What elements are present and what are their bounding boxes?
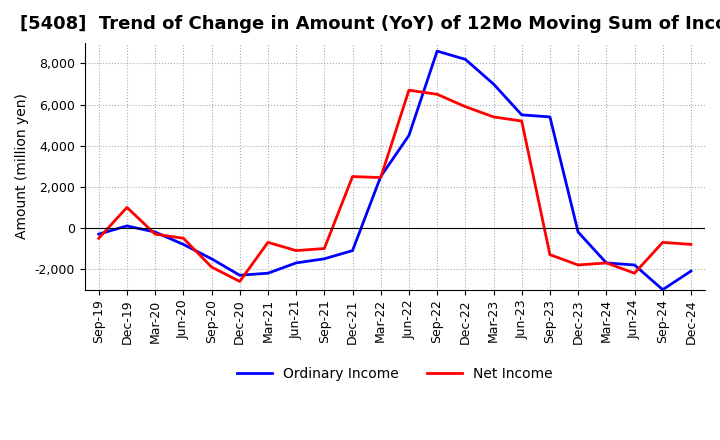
Ordinary Income	[489, 81, 498, 87]
Ordinary Income	[574, 229, 582, 235]
Ordinary Income	[687, 268, 696, 274]
Net Income	[122, 205, 131, 210]
Net Income	[377, 175, 385, 180]
Ordinary Income	[122, 223, 131, 228]
Title: [5408]  Trend of Change in Amount (YoY) of 12Mo Moving Sum of Incomes: [5408] Trend of Change in Amount (YoY) o…	[20, 15, 720, 33]
Ordinary Income	[461, 57, 469, 62]
Net Income	[518, 118, 526, 124]
Net Income	[292, 248, 300, 253]
Line: Ordinary Income: Ordinary Income	[99, 51, 691, 290]
Ordinary Income	[602, 260, 611, 266]
Ordinary Income	[292, 260, 300, 266]
Ordinary Income	[207, 256, 216, 261]
Y-axis label: Amount (million yen): Amount (million yen)	[15, 93, 29, 239]
Ordinary Income	[264, 271, 272, 276]
Net Income	[574, 262, 582, 268]
Net Income	[489, 114, 498, 120]
Net Income	[405, 88, 413, 93]
Ordinary Income	[320, 256, 328, 261]
Ordinary Income	[348, 248, 357, 253]
Net Income	[264, 240, 272, 245]
Ordinary Income	[94, 231, 103, 237]
Net Income	[235, 279, 244, 284]
Net Income	[94, 235, 103, 241]
Net Income	[602, 260, 611, 266]
Ordinary Income	[179, 242, 188, 247]
Ordinary Income	[658, 287, 667, 292]
Ordinary Income	[377, 174, 385, 179]
Ordinary Income	[518, 112, 526, 117]
Net Income	[687, 242, 696, 247]
Line: Net Income: Net Income	[99, 90, 691, 282]
Ordinary Income	[546, 114, 554, 120]
Net Income	[320, 246, 328, 251]
Net Income	[630, 271, 639, 276]
Ordinary Income	[630, 262, 639, 268]
Ordinary Income	[433, 48, 441, 54]
Net Income	[207, 264, 216, 270]
Net Income	[546, 252, 554, 257]
Ordinary Income	[235, 273, 244, 278]
Net Income	[433, 92, 441, 97]
Legend: Ordinary Income, Net Income: Ordinary Income, Net Income	[232, 361, 558, 386]
Net Income	[348, 174, 357, 179]
Ordinary Income	[150, 229, 159, 235]
Net Income	[150, 231, 159, 237]
Net Income	[658, 240, 667, 245]
Net Income	[179, 235, 188, 241]
Net Income	[461, 104, 469, 109]
Ordinary Income	[405, 133, 413, 138]
